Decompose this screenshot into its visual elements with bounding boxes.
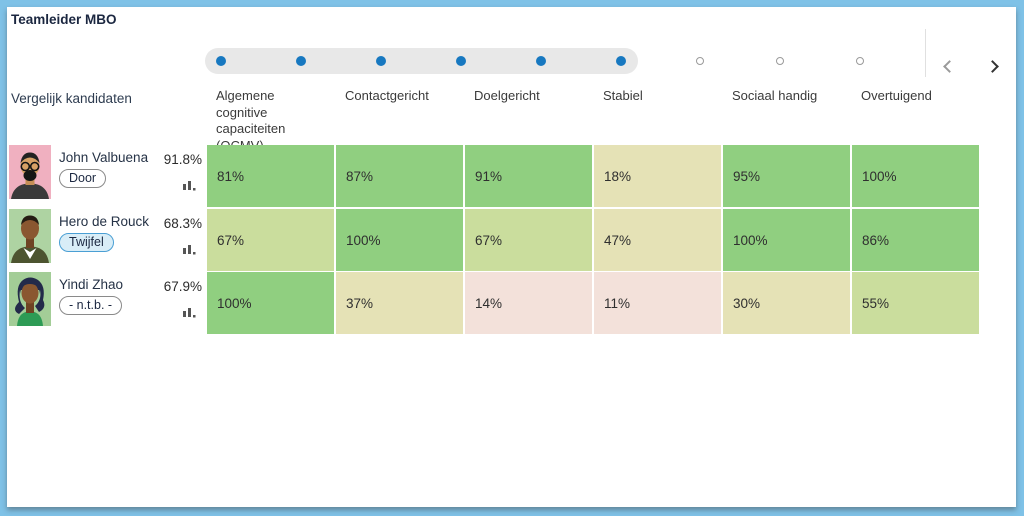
carousel-prev-button[interactable] xyxy=(936,49,962,75)
compare-candidates-label: Vergelijk kandidaten xyxy=(11,91,132,106)
carousel-next-button[interactable] xyxy=(979,49,1005,75)
bar-chart-icon[interactable] xyxy=(182,243,196,255)
carousel-dot-active[interactable] xyxy=(616,56,626,66)
candidate-total-score: 68.3% xyxy=(163,216,202,231)
vacancy-title: Teamleider MBO xyxy=(11,12,117,27)
candidate-name[interactable]: Yindi Zhao xyxy=(59,277,124,292)
carousel-track[interactable] xyxy=(205,48,638,74)
carousel-dot-active[interactable] xyxy=(456,56,466,66)
candidate-avatar xyxy=(9,209,51,263)
column-header-contactgericht: Contactgericht xyxy=(345,88,429,103)
column-header-overtuigend: Overtuigend xyxy=(861,88,932,103)
score-cell: 47% xyxy=(594,209,721,271)
carousel-dot-active[interactable] xyxy=(296,56,306,66)
chevron-left-icon xyxy=(942,59,956,73)
candidate-name[interactable]: John Valbuena xyxy=(59,150,149,165)
score-cell: 67% xyxy=(207,209,334,271)
score-cell: 37% xyxy=(336,272,463,334)
candidate-status-badge[interactable]: - n.t.b. - xyxy=(59,296,123,315)
score-cell: 86% xyxy=(852,209,979,271)
carousel-dot-inactive[interactable] xyxy=(776,57,784,65)
column-header-stabiel: Stabiel xyxy=(603,88,643,103)
vacancy-panel: Teamleider MBO Vergelijk kandidaten Alge… xyxy=(7,7,1016,507)
candidate-total-score: 67.9% xyxy=(163,279,202,294)
score-cell: 91% xyxy=(465,145,592,207)
carousel-dot-active[interactable] xyxy=(536,56,546,66)
candidate-avatar xyxy=(9,145,51,199)
bar-chart-icon[interactable] xyxy=(182,306,196,318)
candidate-status-badge[interactable]: Twijfel xyxy=(59,233,114,252)
score-row: 81% 87% 91% 18% 95% 100% xyxy=(207,145,979,207)
carousel-dot-active[interactable] xyxy=(216,56,226,66)
score-cell: 100% xyxy=(723,209,850,271)
carousel-dot-active[interactable] xyxy=(376,56,386,66)
bar-chart-icon[interactable] xyxy=(182,179,196,191)
score-cell: 100% xyxy=(336,209,463,271)
candidate-row-hero-de-rouck: Hero de Rouck Twijfel 68.3% xyxy=(9,209,205,271)
score-cell: 67% xyxy=(465,209,592,271)
candidate-status-badge[interactable]: Door xyxy=(59,169,107,188)
candidate-total-score: 91.8% xyxy=(163,152,202,167)
score-cell: 100% xyxy=(207,272,334,334)
column-header-doelgericht: Doelgericht xyxy=(474,88,540,103)
carousel-dot-inactive[interactable] xyxy=(856,57,864,65)
score-cell: 30% xyxy=(723,272,850,334)
score-cell: 95% xyxy=(723,145,850,207)
score-row: 67% 100% 67% 47% 100% 86% xyxy=(207,209,979,271)
candidate-name[interactable]: Hero de Rouck xyxy=(59,214,150,229)
chevron-right-icon xyxy=(985,59,999,73)
score-cell: 87% xyxy=(336,145,463,207)
carousel-divider xyxy=(925,29,926,77)
candidate-row-john-valbuena: John Valbuena Door 91.8% xyxy=(9,145,205,207)
score-cell: 100% xyxy=(852,145,979,207)
score-cell: 14% xyxy=(465,272,592,334)
score-cell: 55% xyxy=(852,272,979,334)
column-header-sociaal-handig: Sociaal handig xyxy=(732,88,818,103)
score-cell: 81% xyxy=(207,145,334,207)
score-cell: 18% xyxy=(594,145,721,207)
score-cell: 11% xyxy=(594,272,721,334)
score-row: 100% 37% 14% 11% 30% 55% xyxy=(207,272,979,334)
candidate-row-yindi-zhao: Yindi Zhao - n.t.b. - 67.9% xyxy=(9,272,205,334)
carousel-dot-inactive[interactable] xyxy=(696,57,704,65)
candidate-avatar xyxy=(9,272,51,326)
